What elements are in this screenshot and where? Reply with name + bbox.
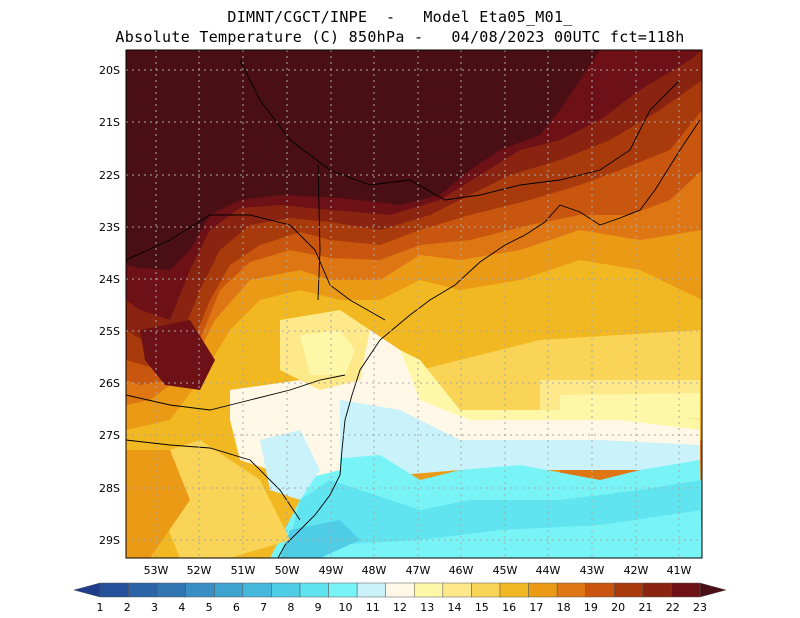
colorbar-swatch [556, 582, 586, 598]
colorbar-label: 18 [557, 601, 571, 614]
state-border-mg-sp [239, 59, 681, 201]
colorbar-label: 5 [206, 601, 213, 614]
colorbar-swatch [299, 582, 329, 598]
lon-label: 47W [406, 564, 431, 577]
lon-label: 49W [319, 564, 344, 577]
colorbar-label: 14 [448, 601, 462, 614]
colorbar-label: 16 [502, 601, 516, 614]
colorbar-swatch [499, 582, 529, 598]
state-border-sc-rs [126, 439, 301, 521]
field-11 [340, 400, 700, 475]
colorbar-label: 1 [97, 601, 104, 614]
lat-label: 24S [99, 273, 120, 286]
lat-label: 28S [99, 482, 120, 495]
colorbar-label: 3 [151, 601, 158, 614]
colorbar-label: 21 [638, 601, 652, 614]
field-11-land [260, 430, 320, 500]
colorbar-swatch [99, 582, 129, 598]
colorbar-label: 13 [420, 601, 434, 614]
lat-label: 27S [99, 429, 120, 442]
lat-label: 26S [99, 377, 120, 390]
longitude-axis: 53W 52W 51W 50W 49W 48W 47W 46W 45W 44W … [144, 564, 692, 577]
field-17-sw [126, 450, 190, 558]
coastlines-borders [126, 59, 701, 558]
lat-label: 21S [99, 116, 120, 129]
coastline [277, 119, 701, 558]
lat-label: 29S [99, 534, 120, 547]
gridlines [126, 50, 702, 558]
colorbar-swatch [214, 582, 244, 598]
colorbar-swatch [471, 582, 501, 598]
lon-label: 48W [362, 564, 387, 577]
lat-label: 22S [99, 169, 120, 182]
colorbar-swatch [614, 582, 644, 598]
lat-label: 20S [99, 64, 120, 77]
colorbar-label: 10 [338, 601, 352, 614]
colorbar-swatch [528, 582, 558, 598]
state-border-ms [317, 164, 321, 301]
colorbar-swatch [442, 582, 472, 598]
state-border-pr-sc [126, 374, 346, 411]
colorbar-label: 20 [611, 601, 625, 614]
colorbar-label: 8 [287, 601, 294, 614]
colorbar: 1 2 3 4 5 6 7 8 9 10 11 12 13 14 15 16 17 18 19 20 21 22 23 [73, 582, 727, 614]
colorbar-arrow-high [699, 582, 727, 598]
colorbar-swatch [242, 582, 272, 598]
colorbar-label: 23 [693, 601, 707, 614]
lon-label: 51W [231, 564, 256, 577]
colorbar-label: 15 [475, 601, 489, 614]
colorbar-label: 2 [124, 601, 131, 614]
state-border-pr-sp [126, 214, 386, 321]
colorbar-swatch [185, 582, 215, 598]
title-line-2: Absolute Temperature (C) 850hPa - 04/08/… [115, 28, 685, 46]
lat-label: 25S [99, 325, 120, 338]
colorbar-swatch [271, 582, 301, 598]
colorbar-label: 7 [260, 601, 267, 614]
lon-label: 45W [493, 564, 518, 577]
lon-label: 53W [144, 564, 169, 577]
colorbar-label: 17 [529, 601, 543, 614]
colorbar-swatch [642, 582, 672, 598]
field-9 [290, 480, 702, 545]
latitude-axis: 20S 21S 22S 23S 24S 25S 26S 27S 28S 29S [99, 64, 120, 547]
field-23 [126, 50, 600, 270]
lon-label: 43W [580, 564, 605, 577]
colorbar-label: 6 [233, 601, 240, 614]
colorbar-swatch [414, 582, 444, 598]
colorbar-label: 19 [584, 601, 598, 614]
temperature-field [126, 50, 702, 558]
field-22-pocket [140, 320, 215, 390]
colorbar-swatch [385, 582, 415, 598]
lon-label: 52W [187, 564, 212, 577]
lat-label: 23S [99, 221, 120, 234]
colorbar-label: 22 [666, 601, 680, 614]
colorbar-arrow-low [73, 582, 101, 598]
lon-label: 42W [624, 564, 649, 577]
colorbar-swatch [156, 582, 186, 598]
lon-label: 44W [536, 564, 561, 577]
colorbar-label: 12 [393, 601, 407, 614]
colorbar-swatch [356, 582, 386, 598]
colorbar-swatch [585, 582, 615, 598]
field-13-land [300, 330, 355, 375]
colorbar-label: 9 [315, 601, 322, 614]
colorbar-label: 11 [366, 601, 380, 614]
lon-label: 50W [275, 564, 300, 577]
colorbar-swatch [328, 582, 358, 598]
map-frame [125, 49, 703, 559]
lon-label: 46W [449, 564, 474, 577]
colorbar-label: 4 [178, 601, 185, 614]
title-line-1: DIMNT/CGCT/INPE - Model Eta05_M01_ [227, 8, 573, 26]
lon-label: 41W [667, 564, 692, 577]
colorbar-swatch [128, 582, 158, 598]
colorbar-swatch [671, 582, 701, 598]
